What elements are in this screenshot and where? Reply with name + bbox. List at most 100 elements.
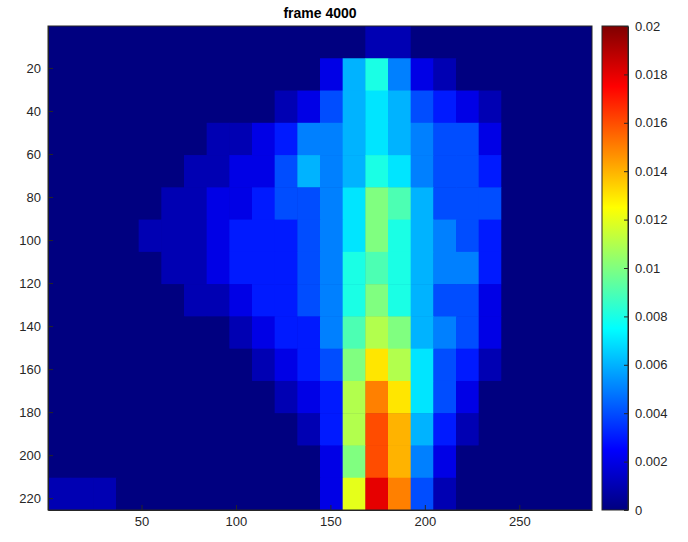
- heat-cell: [161, 349, 184, 382]
- heat-cell: [252, 381, 275, 414]
- tick-mark: [48, 455, 53, 456]
- heat-cell: [207, 91, 230, 124]
- heat-cell: [501, 155, 524, 188]
- heat-cell: [297, 220, 320, 253]
- heat-cell: [569, 413, 592, 446]
- heat-cell: [116, 284, 139, 317]
- heat-cell: [524, 220, 547, 253]
- heat-cell: [388, 220, 411, 253]
- heat-cell: [479, 478, 502, 510]
- tick-mark: [48, 240, 53, 241]
- tick-label: 100: [226, 514, 248, 529]
- heat-cell: [161, 381, 184, 414]
- heat-cell: [93, 58, 116, 91]
- tick-label: 0.01: [635, 261, 660, 276]
- heat-cell: [479, 413, 502, 446]
- heat-cell: [71, 284, 94, 317]
- heat-cell: [275, 349, 298, 382]
- heat-cell: [501, 187, 524, 220]
- heat-cell: [388, 91, 411, 124]
- heat-cell: [139, 413, 162, 446]
- heat-cell: [207, 252, 230, 285]
- heat-cell: [93, 413, 116, 446]
- heat-cell: [433, 26, 456, 59]
- heat-cell: [388, 413, 411, 446]
- cells: [48, 26, 592, 510]
- heat-cell: [365, 445, 388, 478]
- heat-cell: [501, 381, 524, 414]
- heat-cell: [275, 26, 298, 59]
- heat-cell: [320, 155, 343, 188]
- heat-cell: [547, 252, 570, 285]
- heat-cell: [433, 445, 456, 478]
- heat-cell: [93, 26, 116, 59]
- heat-cell: [501, 349, 524, 382]
- heat-cell: [207, 284, 230, 317]
- heat-cell: [275, 316, 298, 349]
- heat-cell: [433, 220, 456, 253]
- heat-cell: [547, 123, 570, 156]
- heat-cell: [116, 91, 139, 124]
- heat-cell: [456, 155, 479, 188]
- tick-label: 200: [19, 448, 41, 463]
- heat-cell: [297, 316, 320, 349]
- heat-cell: [569, 187, 592, 220]
- heat-cell: [365, 187, 388, 220]
- heat-cell: [229, 413, 252, 446]
- heat-cell: [297, 155, 320, 188]
- tick-mark: [624, 74, 628, 75]
- heat-cell: [116, 220, 139, 253]
- tick: 60: [27, 147, 53, 162]
- heat-cell: [48, 413, 71, 446]
- heat-cell: [48, 26, 71, 59]
- tick-label: 0.004: [635, 406, 668, 421]
- heat-cell: [93, 220, 116, 253]
- heat-cell: [161, 252, 184, 285]
- heat-cell: [48, 187, 71, 220]
- heat-cell: [229, 478, 252, 510]
- heat-cell: [139, 123, 162, 156]
- heat-cell: [456, 284, 479, 317]
- heat-cell: [139, 26, 162, 59]
- heat-cell: [207, 155, 230, 188]
- heat-cell: [456, 91, 479, 124]
- tick-label: 100: [19, 233, 41, 248]
- heat-cell: [365, 413, 388, 446]
- heat-cell: [456, 123, 479, 156]
- heat-cell: [524, 316, 547, 349]
- heat-cell: [207, 316, 230, 349]
- tick-label: 60: [27, 147, 41, 162]
- heat-cell: [207, 349, 230, 382]
- heat-cell: [433, 58, 456, 91]
- plot-background: [48, 26, 592, 510]
- heat-cell: [365, 123, 388, 156]
- heat-cell: [252, 123, 275, 156]
- heat-cell: [433, 252, 456, 285]
- tick-label: 200: [414, 514, 436, 529]
- heat-cell: [411, 413, 434, 446]
- heat-cell: [479, 26, 502, 59]
- heat-cell: [116, 252, 139, 285]
- heat-cell: [252, 58, 275, 91]
- heat-cell: [569, 26, 592, 59]
- heat-cell: [229, 349, 252, 382]
- tick: 40: [27, 104, 53, 119]
- tick-label: 0.014: [635, 164, 668, 179]
- tick-mark: [48, 326, 53, 327]
- heat-cell: [116, 413, 139, 446]
- tick-label: 140: [19, 319, 41, 334]
- heat-cell: [229, 26, 252, 59]
- tick-label: 0.016: [635, 115, 668, 130]
- heat-cell: [297, 252, 320, 285]
- tick: 150: [320, 505, 342, 529]
- heat-cell: [343, 252, 366, 285]
- heat-cell: [275, 123, 298, 156]
- heat-cell: [524, 26, 547, 59]
- heat-cell: [229, 381, 252, 414]
- tick-label: 150: [320, 514, 342, 529]
- tick-mark: [624, 413, 628, 414]
- heat-cell: [93, 155, 116, 188]
- tick: 50: [135, 505, 149, 529]
- heat-cell: [433, 478, 456, 510]
- heat-cell: [524, 381, 547, 414]
